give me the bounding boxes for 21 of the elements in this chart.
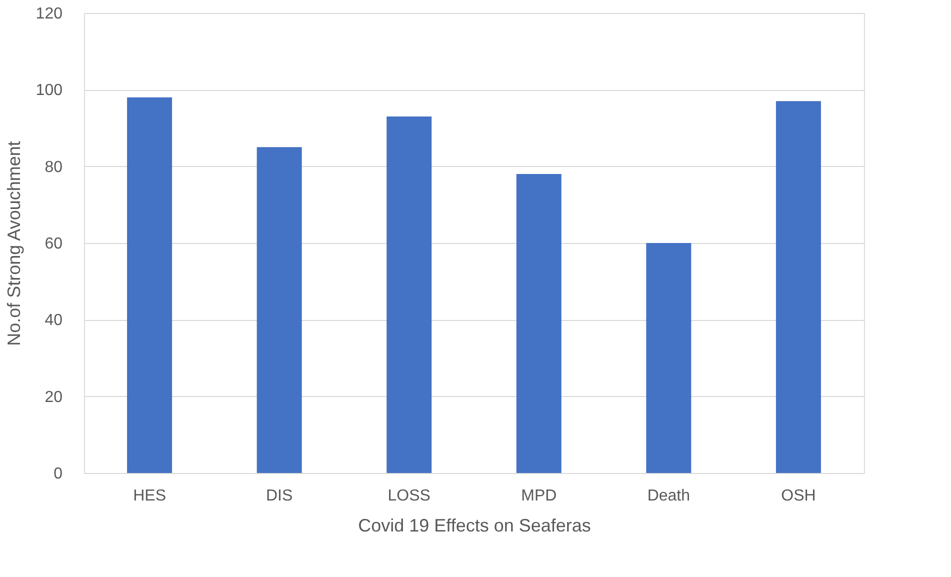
x-tick-label: OSH bbox=[781, 488, 816, 504]
bar bbox=[776, 101, 821, 473]
y-tick-label: 20 bbox=[44, 388, 63, 406]
y-axis-title: No.of Strong Avouchment bbox=[4, 141, 24, 346]
x-tick-label: DIS bbox=[266, 488, 293, 504]
x-tick-label: HES bbox=[133, 488, 166, 504]
y-tick-label: 40 bbox=[44, 312, 63, 330]
x-axis-title: Covid 19 Effects on Seaferas bbox=[358, 516, 591, 536]
y-tick-label: 120 bbox=[36, 6, 63, 22]
bar bbox=[127, 97, 172, 473]
x-tick-label: Death bbox=[647, 488, 690, 504]
x-tick-label: MPD bbox=[521, 488, 557, 504]
x-tick-label: LOSS bbox=[388, 488, 430, 504]
y-tick-label: 60 bbox=[44, 236, 63, 252]
y-tick-label: 0 bbox=[54, 466, 63, 482]
bar bbox=[516, 174, 562, 473]
bar bbox=[386, 116, 432, 473]
y-tick-label: 80 bbox=[44, 158, 63, 176]
bar bbox=[256, 147, 302, 473]
bar bbox=[646, 243, 692, 473]
y-tick-label: 100 bbox=[36, 82, 63, 100]
